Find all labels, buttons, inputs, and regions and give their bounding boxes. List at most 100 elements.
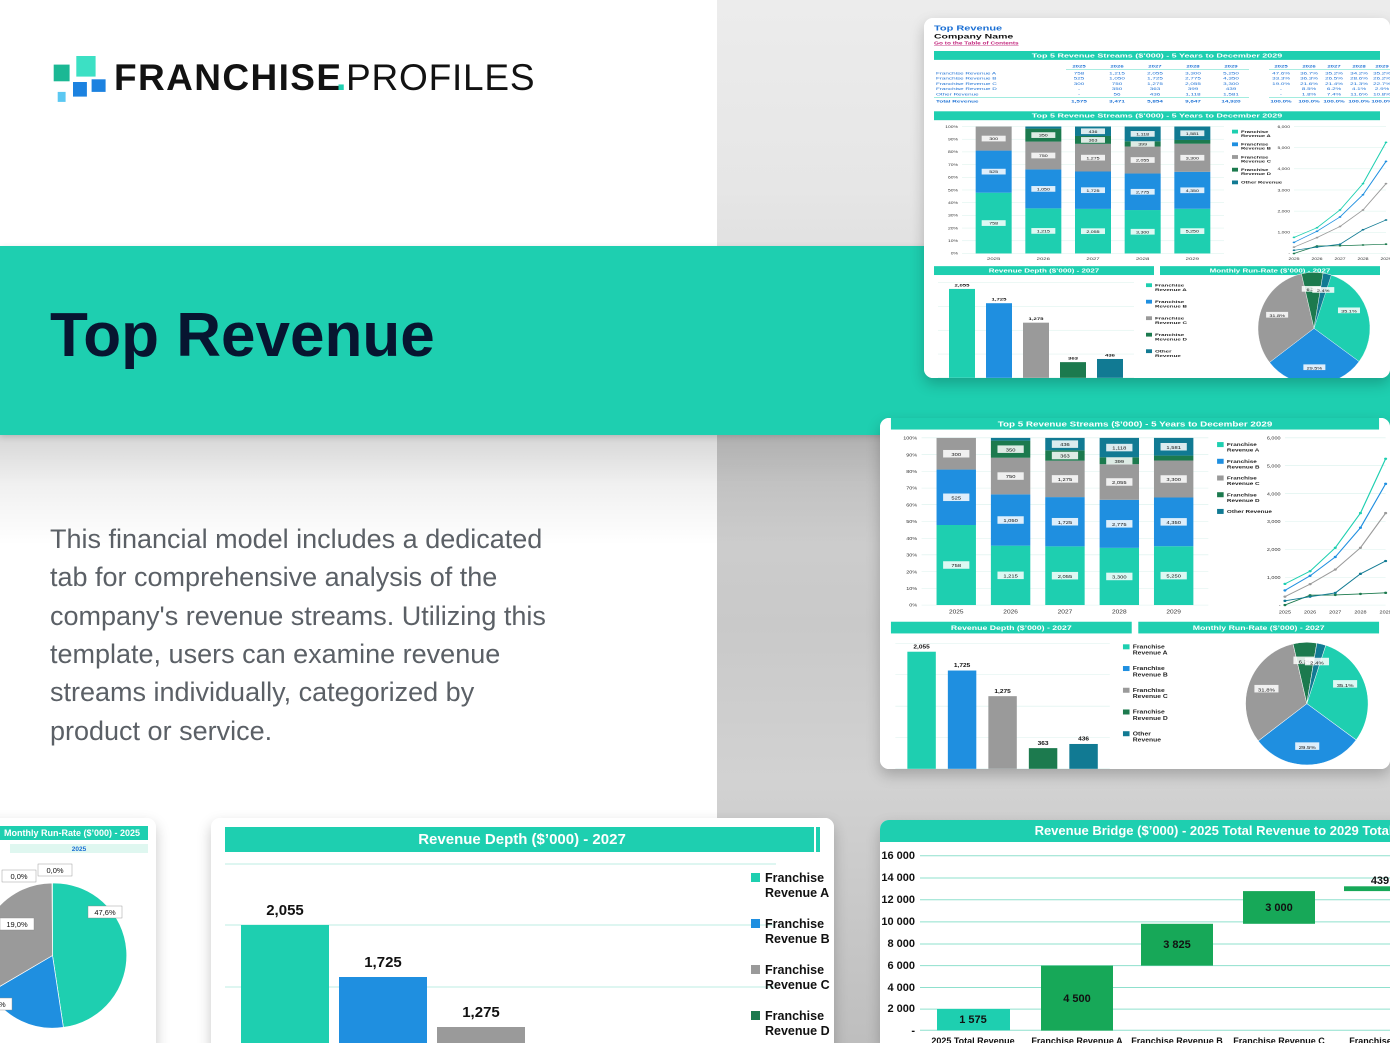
svg-text:2 000: 2 000: [887, 1003, 915, 1015]
svg-text:525: 525: [1074, 77, 1085, 82]
svg-text:363: 363: [1060, 454, 1070, 459]
svg-text:1,050: 1,050: [1003, 519, 1018, 524]
svg-text:Other Revenue: Other Revenue: [1241, 181, 1283, 186]
svg-text:3,000: 3,000: [1267, 520, 1281, 525]
svg-text:31.8%: 31.8%: [1269, 314, 1285, 318]
svg-text:300: 300: [1074, 82, 1085, 87]
svg-text:6,000: 6,000: [1267, 436, 1281, 441]
svg-text:4,350: 4,350: [1166, 521, 1181, 526]
svg-text:1,725: 1,725: [1147, 77, 1163, 82]
svg-text:2029: 2029: [1380, 610, 1390, 615]
svg-text:363: 363: [1089, 138, 1098, 142]
svg-text:Franchise: Franchise: [765, 917, 824, 931]
svg-text:2,055: 2,055: [1136, 159, 1150, 163]
svg-text:363: 363: [1038, 741, 1050, 746]
svg-text:Top Revenue: Top Revenue: [934, 25, 1002, 33]
svg-text:90%: 90%: [948, 137, 958, 141]
svg-text:Company Name: Company Name: [934, 32, 1013, 40]
svg-text:3,300: 3,300: [1112, 575, 1127, 580]
svg-text:100%: 100%: [903, 436, 918, 441]
svg-text:2029: 2029: [1186, 257, 1200, 262]
svg-text:Franchise: Franchise: [1133, 667, 1166, 672]
svg-text:1,050: 1,050: [1037, 187, 1051, 191]
svg-text:60%: 60%: [948, 176, 958, 180]
svg-text:2,055: 2,055: [1147, 71, 1163, 76]
svg-text:Franchise: Franchise: [1241, 143, 1269, 148]
svg-text:Franchise Revenue D: Franchise Revenue D: [936, 87, 997, 92]
svg-text:21.3%: 21.3%: [1350, 82, 1368, 87]
svg-text:2,055: 2,055: [1185, 82, 1201, 87]
svg-text:4,000: 4,000: [1278, 167, 1291, 171]
svg-text:Franchise: Franchise: [1133, 688, 1166, 693]
svg-text:4,000: 4,000: [1267, 492, 1281, 497]
svg-text:750: 750: [1006, 475, 1016, 480]
svg-text:3,300: 3,300: [1185, 71, 1201, 76]
svg-text:0,0%: 0,0%: [46, 866, 63, 875]
svg-text:2,055: 2,055: [954, 283, 969, 288]
svg-text:19,0%: 19,0%: [6, 920, 28, 929]
svg-text:5,000: 5,000: [1278, 146, 1291, 150]
svg-text:3,471: 3,471: [1109, 99, 1125, 104]
svg-text:4.1%: 4.1%: [1352, 87, 1367, 92]
svg-text:40%: 40%: [906, 536, 918, 541]
svg-text:Revenue B: Revenue B: [765, 932, 830, 946]
svg-text:35.2%: 35.2%: [1325, 71, 1343, 76]
svg-text:2026: 2026: [1304, 610, 1316, 615]
svg-text:100.0%: 100.0%: [1323, 99, 1345, 104]
svg-text:2,055: 2,055: [266, 902, 304, 919]
svg-text:2,775: 2,775: [1185, 77, 1201, 82]
svg-text:2028: 2028: [1136, 257, 1150, 262]
svg-text:Franchise: Franchise: [1133, 645, 1166, 650]
svg-text:70%: 70%: [948, 163, 958, 167]
svg-text:Top 5 Revenue Streams ($’000): Top 5 Revenue Streams ($’000) - 5 Years …: [998, 419, 1273, 428]
svg-text:436: 436: [1078, 737, 1090, 742]
svg-text:Revenue: Revenue: [1133, 738, 1162, 743]
svg-text:35.2%: 35.2%: [1373, 71, 1390, 76]
svg-text:-: -: [911, 1025, 915, 1037]
svg-text:2027: 2027: [1329, 610, 1341, 615]
svg-text:1,275: 1,275: [1028, 317, 1043, 322]
svg-text:50%: 50%: [906, 520, 918, 525]
svg-text:14 000: 14 000: [881, 872, 915, 884]
svg-text:2026: 2026: [1003, 610, 1018, 615]
svg-text:Franchise: Franchise: [1155, 300, 1184, 305]
svg-text:436: 436: [1150, 92, 1161, 97]
svg-text:-: -: [1078, 92, 1080, 97]
svg-text:FRANCHISE: FRANCHISE: [114, 57, 342, 98]
svg-text:56: 56: [1114, 92, 1121, 97]
svg-text:2027: 2027: [1334, 257, 1346, 261]
svg-text:Revenue C: Revenue C: [1155, 321, 1187, 326]
svg-text:2029: 2029: [1166, 610, 1181, 615]
svg-text:Franchise: Franchise: [1155, 333, 1184, 338]
svg-text:Revenue C: Revenue C: [1133, 695, 1169, 700]
svg-text:2026: 2026: [1037, 257, 1051, 262]
svg-text:Revenue Depth ($’000) - 2027: Revenue Depth ($’000) - 2027: [418, 831, 626, 848]
svg-text:Total Revenue: Total Revenue: [936, 99, 979, 104]
svg-text:436: 436: [1105, 353, 1115, 358]
svg-text:Franchise: Franchise: [1155, 283, 1184, 288]
svg-text:0%: 0%: [909, 603, 918, 608]
svg-text:2025: 2025: [987, 257, 1001, 262]
svg-text:70%: 70%: [906, 486, 918, 491]
svg-text:14,920: 14,920: [1221, 99, 1240, 104]
svg-text:Franchise Revenue A: Franchise Revenue A: [936, 71, 997, 76]
svg-text:2,055: 2,055: [913, 645, 930, 650]
svg-text:Top 5 Revenue Streams ($’000): Top 5 Revenue Streams ($’000) - 5 Years …: [1032, 112, 1283, 119]
svg-text:1,581: 1,581: [1186, 132, 1200, 136]
svg-text:4,350: 4,350: [1223, 77, 1239, 82]
svg-text:Revenue A: Revenue A: [1227, 448, 1259, 453]
svg-text:34.2%: 34.2%: [1350, 71, 1368, 76]
svg-text:30%: 30%: [906, 553, 918, 558]
svg-text:Franchise Revenue B: Franchise Revenue B: [936, 77, 997, 82]
svg-text:Monthly Run-Rate ($’000) - 202: Monthly Run-Rate ($’000) - 2027: [1193, 624, 1325, 632]
svg-text:1.8%: 1.8%: [1302, 92, 1317, 97]
svg-text:2029: 2029: [1380, 257, 1390, 261]
svg-text:1,050: 1,050: [1109, 77, 1125, 82]
svg-text:2025: 2025: [1274, 64, 1288, 69]
svg-text:2029: 2029: [1375, 64, 1389, 69]
svg-text:50%: 50%: [948, 188, 958, 192]
svg-text:2025: 2025: [1279, 610, 1291, 615]
svg-text:2026: 2026: [1311, 257, 1323, 261]
svg-text:Revenue B: Revenue B: [1133, 673, 1169, 678]
svg-text:2027: 2027: [1058, 610, 1073, 615]
